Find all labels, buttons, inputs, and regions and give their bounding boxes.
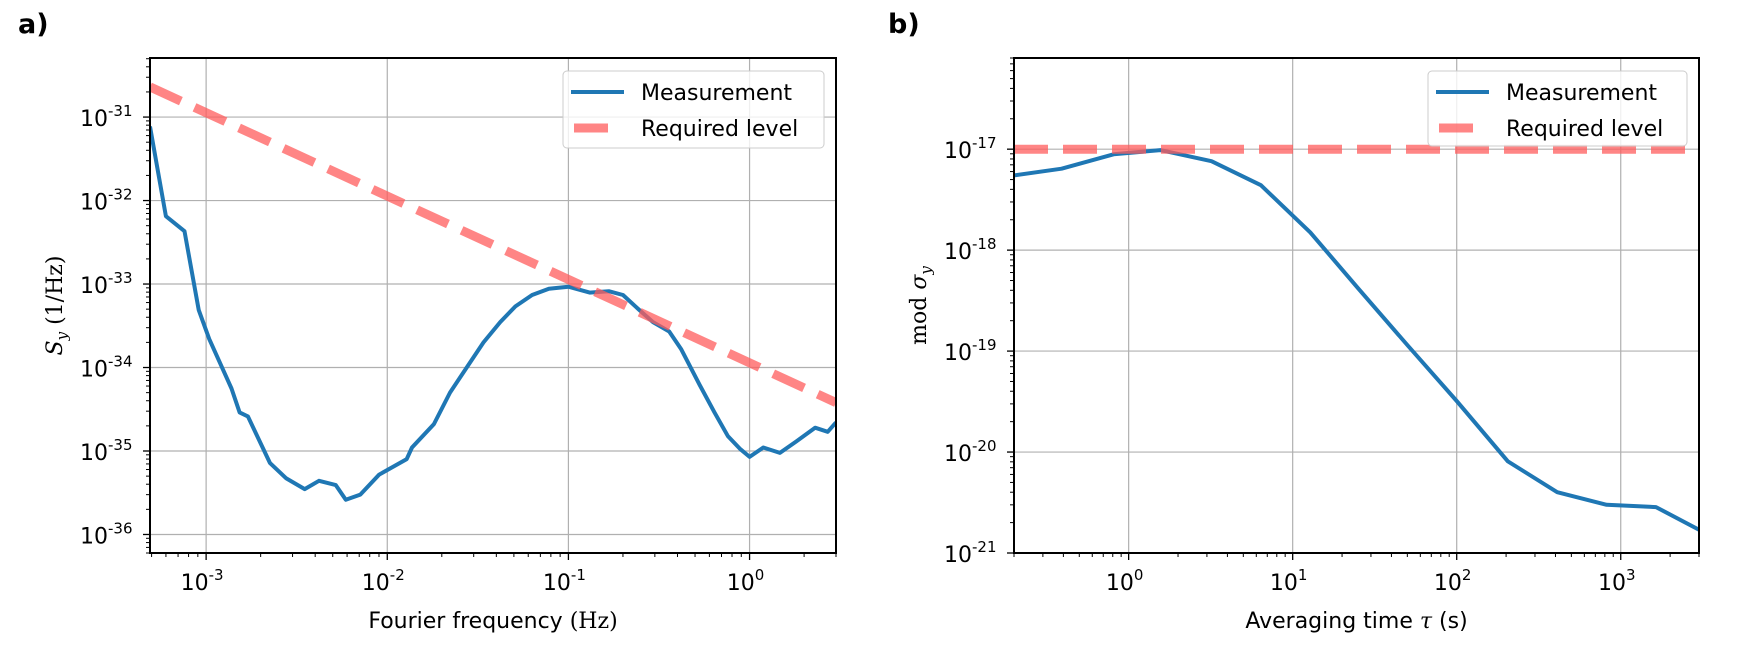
- legend-label: Required level: [641, 117, 798, 142]
- required-level-line: [150, 82, 836, 407]
- legend-label: Required level: [1506, 117, 1663, 142]
- y-tick-label: 10-31: [80, 102, 133, 132]
- tick-base: 10: [944, 240, 972, 265]
- x-tick-label: 100: [727, 566, 765, 596]
- axes-frame: [1013, 57, 1700, 554]
- tick-exponent: -17: [972, 134, 997, 152]
- tick-base: 10: [944, 341, 972, 366]
- y-tick-label: 10-20: [944, 437, 997, 467]
- tick-base: 10: [80, 107, 108, 132]
- tick-base: 10: [543, 571, 571, 596]
- tick-exponent: -34: [108, 353, 133, 371]
- panel-a-chart: 10-3 10-2 10-1 10010-3110-3210-3310-3410-35…: [43, 57, 837, 634]
- tick-base: 10: [1106, 571, 1134, 596]
- tick-exponent: -1: [571, 566, 586, 584]
- tick-exponent: -20: [972, 437, 997, 455]
- tick-base: 10: [944, 543, 972, 568]
- y-tick-label: 10-36: [80, 519, 133, 549]
- y-axis-label: mod σy: [907, 266, 935, 345]
- y-axis-label-symbol: S: [43, 340, 68, 355]
- x-axis-label: Fourier frequency (Hz): [368, 609, 617, 634]
- y-tick-label: 10-18: [944, 235, 997, 265]
- tick-exponent: -3: [209, 566, 224, 584]
- tick-exponent: -31: [108, 102, 133, 120]
- legend: Measurement Required level: [562, 70, 825, 149]
- y-tick-label: 10-17: [944, 134, 997, 164]
- axes-frame: [149, 57, 837, 554]
- y-tick-label: 10-19: [944, 336, 997, 366]
- tick-exponent: 2: [1462, 566, 1472, 584]
- spacer: [907, 290, 932, 297]
- y-axis-label-unit: (1/Hz): [43, 256, 68, 325]
- x-axis-label: Averaging time τ (s): [1245, 609, 1467, 634]
- tick-exponent: -19: [972, 336, 997, 354]
- legend: Measurement Required level: [1427, 70, 1688, 147]
- x-axis-label-symbol: τ: [1420, 609, 1433, 634]
- tick-base: 10: [80, 441, 108, 466]
- tick-exponent: 0: [755, 566, 765, 584]
- tick-base: 10: [944, 139, 972, 164]
- tick-exponent: -36: [108, 519, 133, 537]
- panel-b-label: b): [888, 9, 920, 40]
- legend-label: Measurement: [1506, 81, 1657, 106]
- x-tick-label: 10-2: [362, 566, 405, 596]
- tick-exponent: -33: [108, 269, 133, 287]
- series-group: [1014, 144, 1699, 532]
- series-group: [150, 82, 836, 502]
- tick-exponent: -18: [972, 235, 997, 253]
- x-axis-label-text: Averaging time: [1245, 609, 1413, 634]
- x-tick-label: 103: [1598, 566, 1636, 596]
- spacer: [563, 609, 570, 634]
- tick-base: 10: [362, 571, 390, 596]
- x-axis-label-text: Fourier frequency: [368, 609, 562, 634]
- tick-exponent: -2: [390, 566, 405, 584]
- tick-base: 10: [80, 274, 108, 299]
- tick-base: 10: [80, 524, 108, 549]
- y-tick-label: 10-32: [80, 186, 133, 216]
- tick-base: 10: [944, 442, 972, 467]
- tick-base: 10: [80, 358, 108, 383]
- legend-box: [562, 70, 825, 149]
- tick-base: 10: [727, 571, 755, 596]
- y-tick-label: 10-21: [944, 538, 997, 568]
- tick-exponent: 3: [1626, 566, 1636, 584]
- x-tick-label: 10-1: [543, 566, 586, 596]
- tick-exponent: 1: [1298, 566, 1308, 584]
- spacer: [1432, 609, 1439, 634]
- measurement-line: [1014, 148, 1699, 532]
- tick-base: 10: [80, 191, 108, 216]
- x-axis-label-unit: (Hz): [570, 609, 618, 634]
- y-tick-label: 10-34: [80, 353, 133, 383]
- panel-a-label: a): [18, 9, 49, 40]
- tick-exponent: 0: [1134, 566, 1144, 584]
- tick-exponent: -32: [108, 186, 133, 204]
- spacer: [43, 325, 68, 332]
- x-tick-label: 101: [1270, 566, 1308, 596]
- panel-b-chart: 100 101 102 10310-1710-1810-1910-2010-21Ave…: [907, 57, 1700, 634]
- tick-base: 10: [181, 571, 209, 596]
- y-axis-label-symbol: σ: [907, 274, 932, 290]
- x-tick-label: 100: [1106, 566, 1144, 596]
- y-axis-label-subscript: y: [53, 331, 71, 341]
- tick-base: 10: [1434, 571, 1462, 596]
- tick-base: 10: [1270, 571, 1298, 596]
- y-axis-label-prefix: mod: [907, 297, 932, 345]
- tick-exponent: -35: [108, 436, 133, 454]
- y-tick-label: 10-35: [80, 436, 133, 466]
- measurement-line: [150, 126, 836, 502]
- tick-exponent: -21: [972, 538, 997, 556]
- x-tick-label: 10-3: [181, 566, 224, 596]
- legend-label: Measurement: [641, 81, 792, 106]
- x-tick-label: 102: [1434, 566, 1472, 596]
- legend-box: [1427, 70, 1688, 147]
- tick-base: 10: [1598, 571, 1626, 596]
- y-axis-label-subscript: y: [917, 266, 935, 276]
- spacer: [1413, 609, 1420, 634]
- x-axis-label-unit: (s): [1439, 609, 1468, 634]
- y-axis-label: Sy (1/Hz): [43, 256, 71, 356]
- y-tick-label: 10-33: [80, 269, 133, 299]
